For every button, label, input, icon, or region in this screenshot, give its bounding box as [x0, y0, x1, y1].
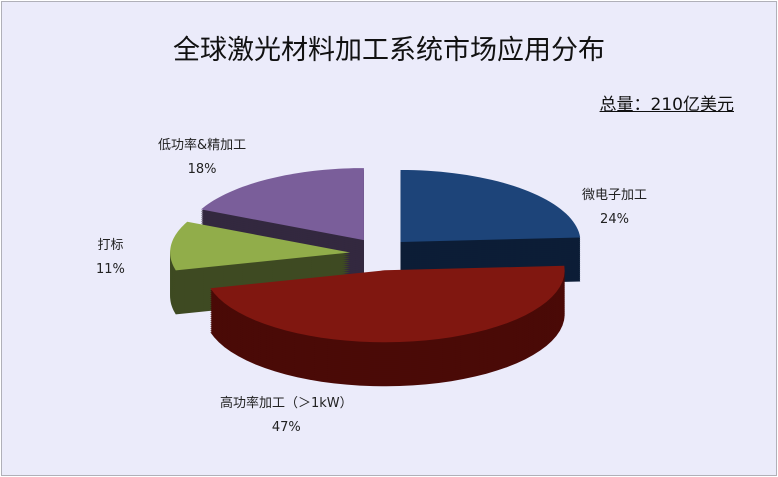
slice-top	[210, 265, 565, 343]
slice-top	[201, 168, 364, 241]
label-pct: 24%	[600, 212, 629, 227]
pie-slice-1	[210, 265, 565, 387]
slice-label-microelectronics: 微电子加工 24%	[582, 184, 647, 232]
slice-label-high-power: 高功率加工（＞1kW） 47%	[220, 392, 353, 440]
label-name: 低功率&精加工	[158, 138, 247, 153]
label-pct: 11%	[96, 262, 125, 277]
label-pct: 47%	[271, 420, 301, 435]
label-name: 微电子加工	[582, 188, 648, 203]
label-pct: 18%	[187, 162, 217, 177]
slice-label-low-power: 低功率&精加工 18%	[158, 134, 246, 182]
label-name: 打标	[97, 238, 124, 253]
slice-label-marking: 打标 11%	[96, 234, 125, 282]
slice-top	[400, 169, 581, 242]
chart-total-label: 总量：210亿美元	[599, 95, 734, 115]
slice-top	[170, 221, 351, 271]
label-name: 高功率加工（＞1kW）	[220, 396, 353, 411]
chart-title: 全球激光材料加工系统市场应用分布	[173, 35, 605, 66]
